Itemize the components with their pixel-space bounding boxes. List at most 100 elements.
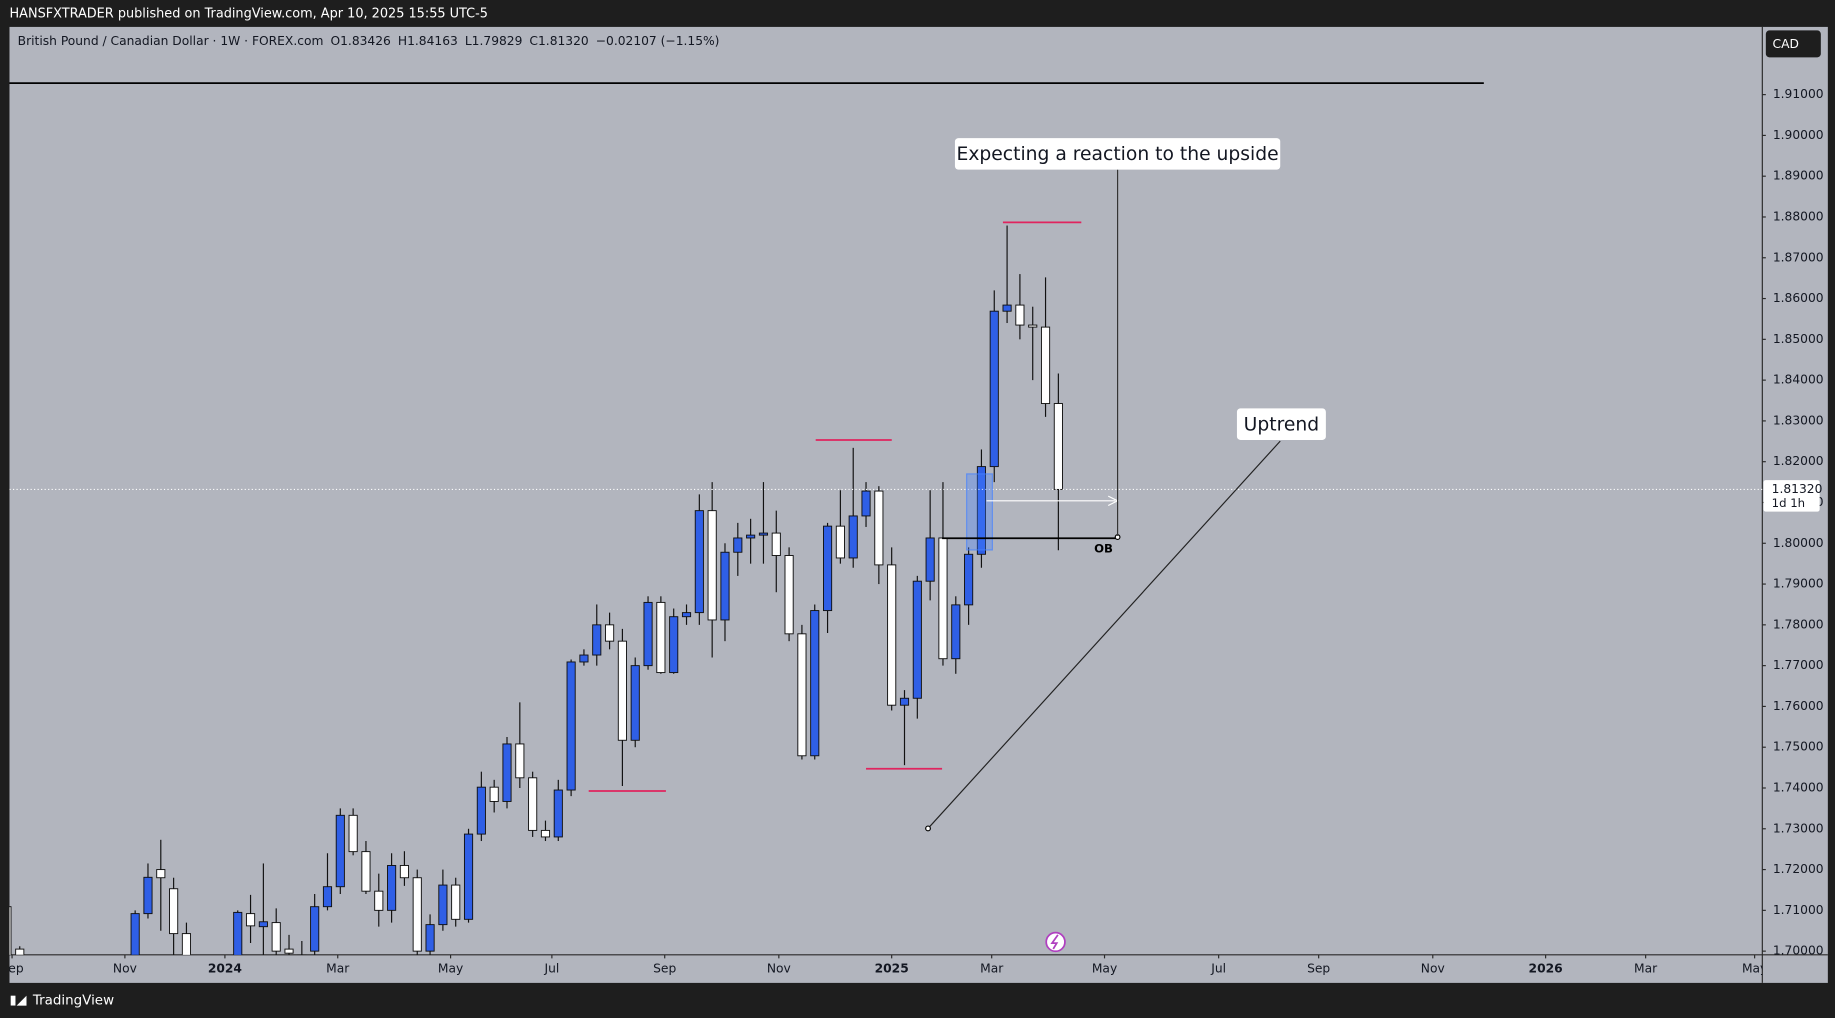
y-tick-label: 1.82000: [1773, 454, 1824, 468]
candle-body: [489, 786, 499, 802]
candle-body: [322, 886, 333, 908]
candle-body: [951, 604, 961, 660]
x-tick-label: Mar: [326, 961, 350, 975]
callout-box: [1236, 408, 1326, 440]
candle-body: [861, 490, 871, 517]
candle-body: [271, 922, 281, 952]
drawings: Expecting a reaction to the upside Uptre…: [9, 82, 1484, 953]
x-tick-label: 2024: [208, 961, 242, 975]
candle-body: [553, 789, 563, 838]
x-tick-label: Jul: [543, 961, 559, 975]
x-tick-label: Mar: [1634, 961, 1658, 975]
candle-body: [438, 884, 448, 926]
candle-body: [681, 612, 692, 618]
candle-body: [387, 865, 397, 911]
y-tick-label: 1.85000: [1773, 332, 1824, 346]
candle-body: [374, 890, 384, 911]
candle-body: [245, 913, 256, 927]
current-price-tag: [1763, 480, 1820, 512]
candle-body: [1053, 403, 1063, 490]
candle-body: [592, 624, 602, 656]
candle-body: [515, 743, 525, 779]
chart-background: [9, 26, 1828, 983]
candle-body: [605, 624, 615, 642]
y-tick-label: 1.89000: [1773, 169, 1824, 183]
callout-text: Uptrend: [1244, 414, 1319, 435]
candle-body: [669, 616, 679, 674]
candle-body: [848, 515, 858, 559]
candle-body: [169, 888, 179, 935]
x-tick-label: Nov: [1421, 961, 1445, 975]
x-tick-label: Nov: [767, 961, 791, 975]
candle-body: [630, 665, 640, 741]
y-tick-label: 1.70000: [1773, 944, 1824, 958]
candle-body: [528, 777, 538, 831]
candle-body: [797, 633, 807, 757]
y-tick-label: 1.84000: [1773, 373, 1824, 387]
candle-body: [579, 654, 589, 663]
candle-body: [1015, 304, 1025, 326]
candle-body: [835, 525, 845, 559]
anchor-dot: [925, 825, 931, 832]
candle-body: [784, 555, 794, 635]
candle-body: [1040, 326, 1051, 405]
callout-text: Expecting a reaction to the upside: [957, 144, 1279, 165]
legend-open: O1.83426: [330, 33, 391, 47]
candle-body: [130, 913, 140, 955]
y-tick-label: 1.88000: [1773, 209, 1824, 223]
candle-body: [540, 829, 551, 838]
y-tick-label: 1.78000: [1773, 617, 1824, 631]
candle-body: [887, 564, 897, 706]
x-tick-label: Nov: [113, 961, 137, 975]
candle-body: [823, 525, 833, 612]
currency-label[interactable]: CAD: [1773, 37, 1799, 51]
candle-body: [361, 851, 371, 892]
candle-body: [310, 906, 320, 952]
event-icon[interactable]: [1045, 931, 1066, 953]
y-tick-label: 1.73000: [1773, 821, 1824, 835]
candle-body: [720, 551, 730, 621]
order-block-zone: [966, 473, 993, 551]
candle-body: [925, 537, 935, 582]
candle-body: [476, 786, 486, 835]
x-tick-label: May: [438, 961, 463, 975]
currency-button[interactable]: [1765, 30, 1821, 58]
candle-body: [643, 601, 653, 667]
candle-body: [874, 490, 884, 566]
candle-body: [989, 310, 999, 468]
y-tick-label: 1.83000: [1773, 413, 1824, 427]
y-tick-label: 1.71000: [1773, 903, 1824, 917]
ob-label: OB: [1094, 541, 1113, 555]
candle-body: [15, 948, 25, 955]
candle-body: [258, 921, 268, 928]
candle-body: [746, 534, 756, 539]
x-tick-label: 2026: [1529, 961, 1563, 975]
x-tick-label: Sep: [653, 961, 676, 975]
y-tick-label: 1.80000: [1773, 536, 1824, 550]
legend-symbol: British Pound / Canadian Dollar · 1W · F…: [18, 33, 324, 47]
plot: [9, 225, 1763, 955]
publisher: HANSFXTRADER published on TradingView.co…: [9, 7, 487, 22]
brand: TradingView: [32, 993, 114, 1008]
y-tick-label: 1.72000: [1773, 862, 1824, 876]
candle-body: [451, 884, 461, 920]
candle-body: [335, 814, 345, 888]
candle-body: [694, 510, 704, 614]
candle-body: [9, 906, 12, 955]
x-tick-label: Mar: [980, 961, 1004, 975]
y-tick-label: 1.75000: [1773, 740, 1824, 754]
candle-body: [617, 640, 627, 741]
x-tick-label: 2025: [875, 961, 909, 975]
y-tick-label: 1.91000: [1773, 87, 1824, 101]
candle-body: [810, 610, 820, 757]
candle-body: [412, 877, 422, 952]
y-tick-label: 1.77000: [1773, 658, 1824, 672]
time-axis: Sep Nov 2024 Mar May Jul Sep Nov 2025 Mar May Jul Se…: [9, 954, 1762, 975]
candle-body: [1002, 304, 1012, 312]
legend-close: C1.81320: [529, 33, 588, 47]
brand-logo: ▮◢: [9, 993, 26, 1008]
legend: British Pound / Canadian Dollar · 1W · F…: [18, 33, 720, 47]
y-tick-label: 1.74000: [1773, 780, 1824, 794]
